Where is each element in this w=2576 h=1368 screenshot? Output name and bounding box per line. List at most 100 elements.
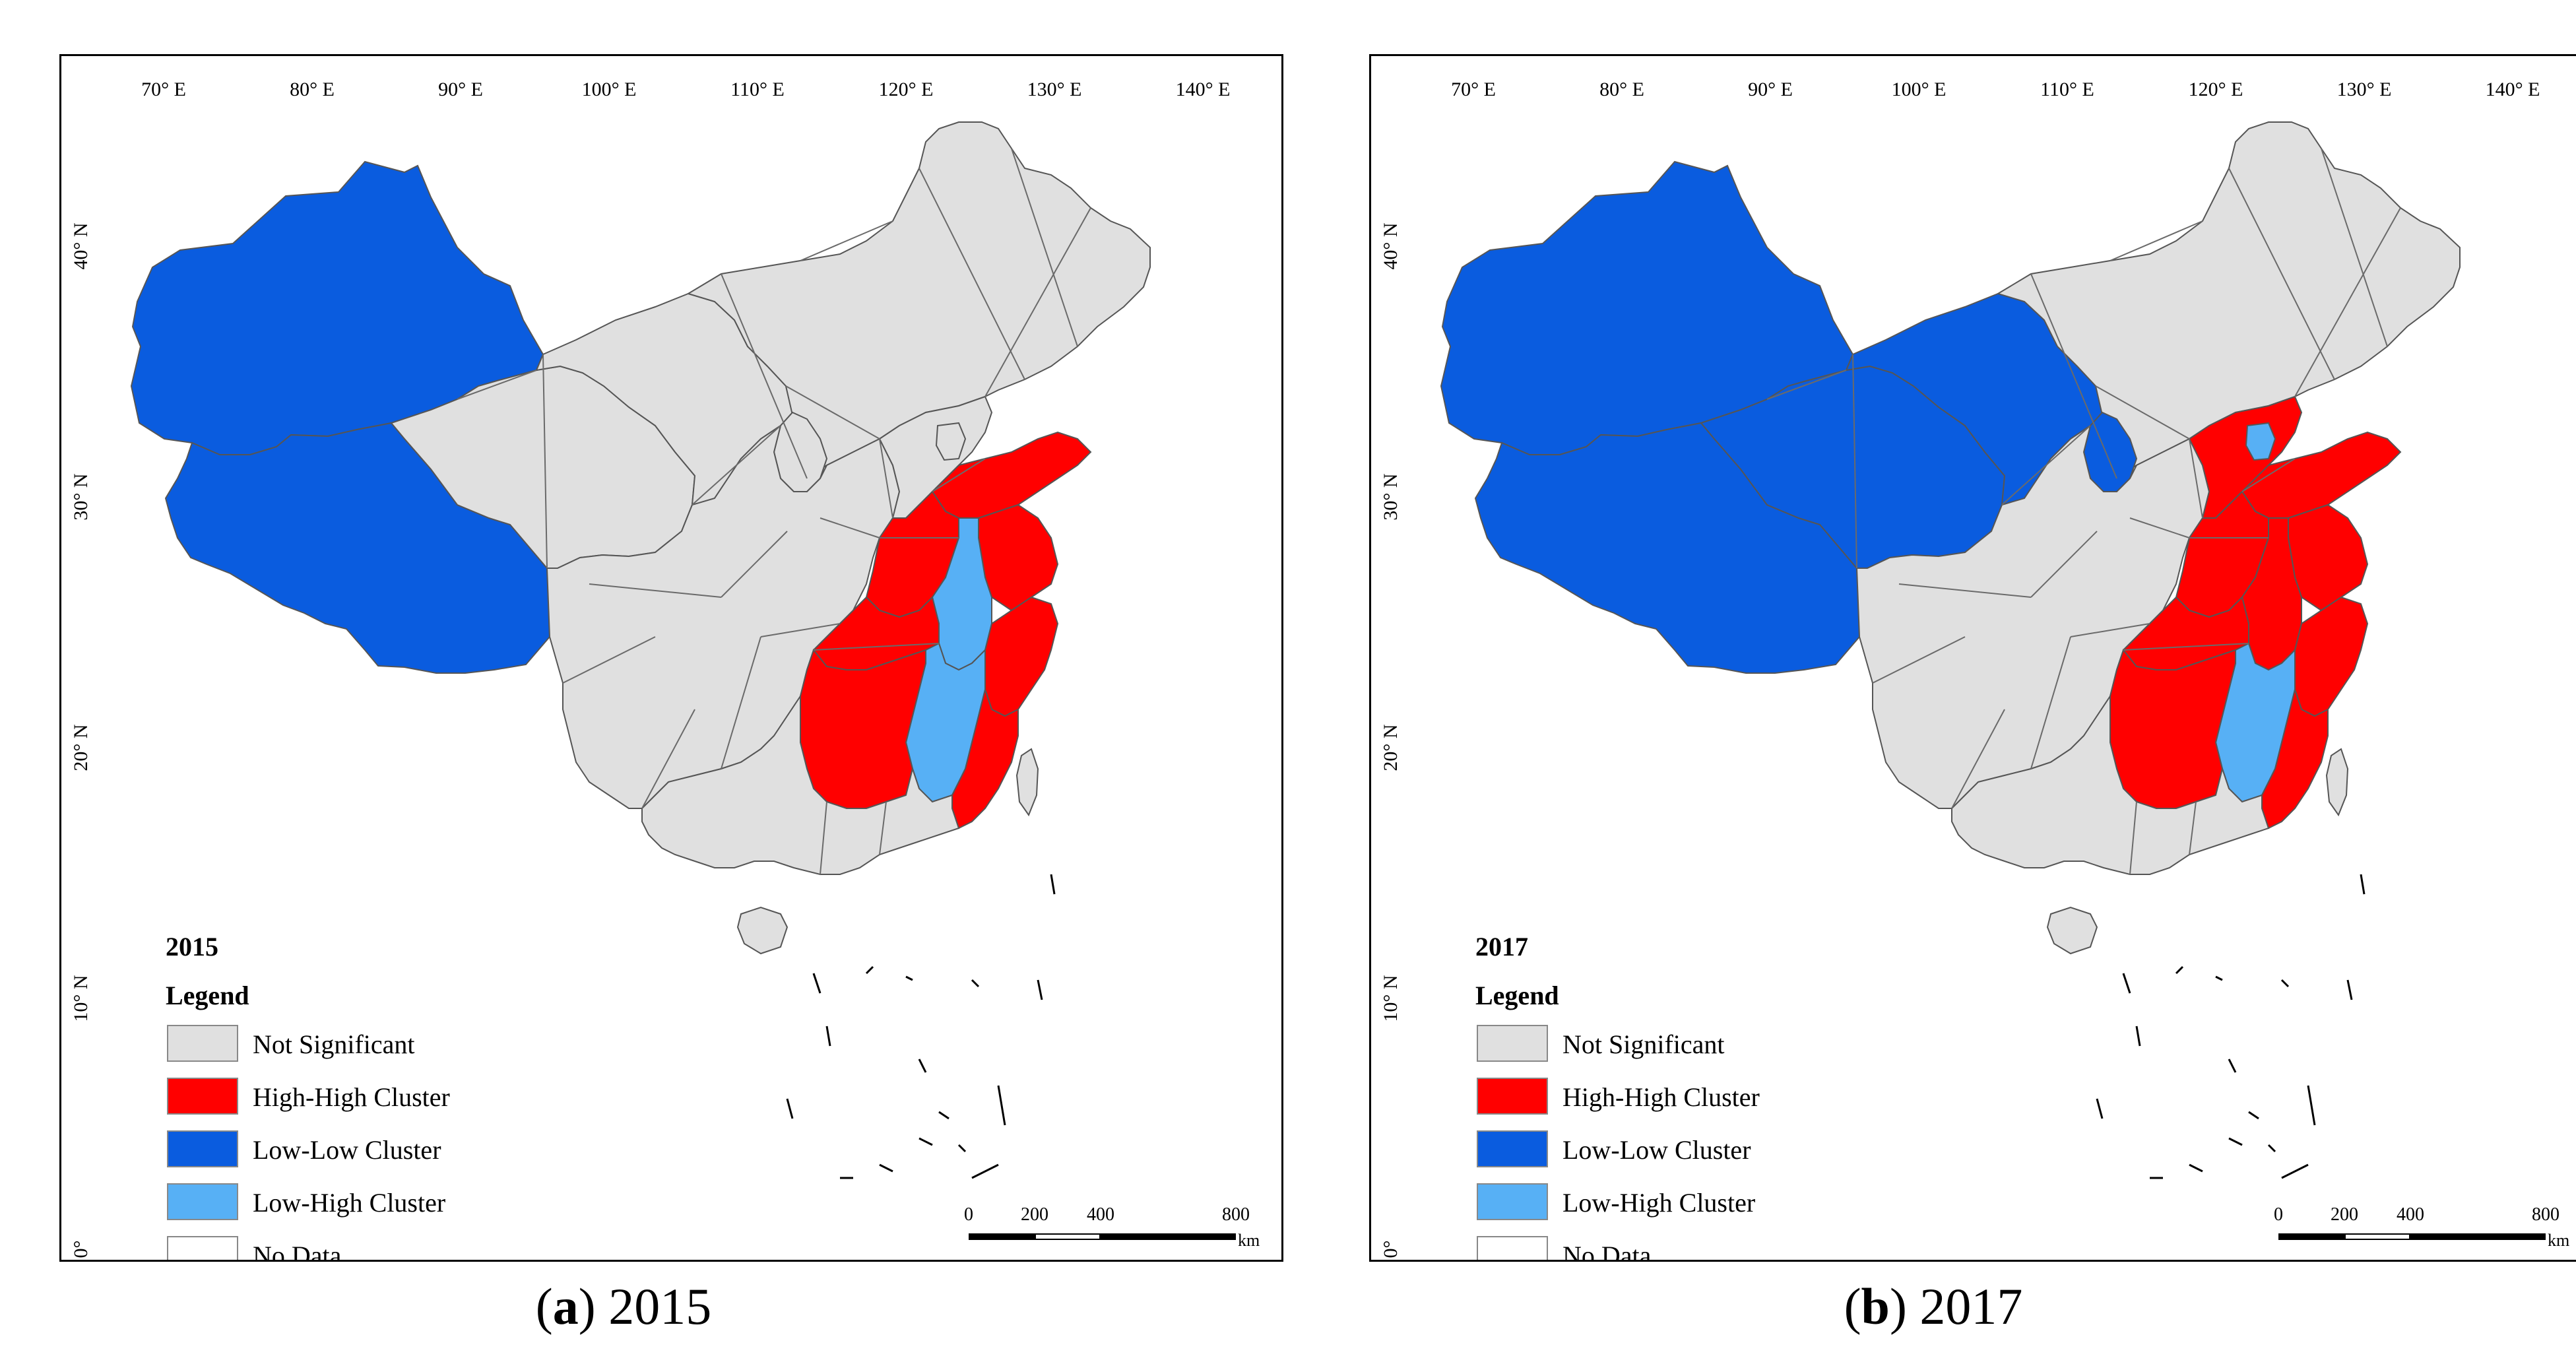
china-map-a [130, 121, 1151, 1179]
province-border [2030, 636, 2071, 769]
scale-bar: 0 200 400 800 km [964, 1204, 1260, 1260]
caption-b: (b) 2017 [1844, 1278, 2023, 1335]
island-mark [2189, 1163, 2203, 1173]
province-border [2189, 801, 2197, 855]
region-not-sig [641, 694, 960, 875]
island-mark [971, 1163, 999, 1179]
region-not-sig [1951, 694, 2270, 875]
latitude-tick: 40° N [70, 222, 92, 270]
year-title: 2015 [166, 932, 218, 961]
island-mark [2281, 1163, 2309, 1179]
island-mark [2228, 1059, 2237, 1073]
region-west-tibet [164, 422, 551, 674]
province-border [2129, 517, 2190, 538]
region-hunan [2109, 648, 2236, 809]
latitude-tick: 40° N [1380, 222, 1401, 270]
province-border [2129, 801, 2137, 875]
latitude-tick: 20° N [1380, 724, 1401, 771]
legend-label: No Data [1562, 1241, 1652, 1262]
legend-swatch [167, 1025, 238, 1062]
province-border [721, 636, 761, 769]
region-zhejiang [984, 596, 1059, 717]
legend-swatch [1477, 1236, 1548, 1260]
latitude-tick: 10° N [1380, 975, 1401, 1022]
province-border [1898, 583, 2032, 598]
china-map-b [1440, 121, 2461, 1179]
island-mark [938, 1111, 950, 1120]
longitude-tick: 90° E [438, 79, 483, 100]
province-border [2294, 207, 2401, 397]
scale-segment [1101, 1233, 1236, 1240]
latitude-tick: 30° N [1380, 473, 1401, 521]
province-border [2095, 385, 2190, 440]
region-hunan [800, 648, 926, 809]
province-border [760, 623, 841, 637]
scale-segment [969, 1233, 1035, 1240]
province-border [820, 517, 880, 538]
island-mark [2228, 1137, 2243, 1146]
province-border [2321, 148, 2388, 347]
province-border [2001, 425, 2091, 505]
island-mark [1037, 979, 1043, 1000]
province-border [1011, 148, 1078, 347]
province-border [2070, 623, 2150, 637]
province-border [2109, 220, 2203, 261]
year-title: 2017 [1475, 932, 1528, 961]
province-border [1852, 354, 1857, 569]
province-border [2189, 438, 2203, 519]
island-mark [918, 1059, 927, 1073]
region-west-tibet [1474, 422, 1861, 674]
region-zhejiang [2294, 596, 2369, 717]
scale-bar: 0 200 400 800 km [2274, 1204, 2569, 1260]
province-border [785, 385, 880, 440]
legend-title: Legend [1475, 981, 1559, 1010]
scale-label: 800 [1222, 1204, 1250, 1225]
province-border [800, 220, 893, 261]
caption-b-year: 2017 [1919, 1278, 2023, 1335]
province-border [984, 207, 1091, 397]
longitude-tick: 120° E [878, 79, 934, 100]
province-border [1872, 636, 1966, 684]
province-border [1766, 370, 1847, 400]
longitude-tick: 140° E [1175, 79, 1231, 100]
longitude-tick: 110° E [730, 79, 785, 100]
longitude-tick: 100° E [1891, 79, 1947, 100]
longitude-tick: 140° E [2485, 79, 2540, 100]
island-mark [2248, 1111, 2259, 1120]
province-border [879, 438, 893, 519]
longitude-tick: 90° E [1748, 79, 1793, 100]
island-mark [1050, 874, 1056, 895]
province-border [2228, 168, 2335, 380]
region-not-sig [736, 906, 789, 955]
longitude-tick: 70° E [141, 79, 186, 100]
island-mark [905, 975, 913, 981]
province-border [721, 531, 788, 598]
latitude-tick: 20° N [70, 724, 92, 771]
scale-segment [2344, 1233, 2410, 1240]
province-border [918, 168, 1025, 380]
scale-label: 800 [2532, 1204, 2560, 1225]
island-mark [971, 979, 980, 988]
province-border [2241, 458, 2296, 492]
province-border [692, 425, 781, 505]
province-border [542, 354, 548, 569]
longitude-tick: 80° E [1599, 79, 1644, 100]
scale-unit: km [2548, 1231, 2570, 1250]
legend-swatch [1477, 1130, 1548, 1167]
island-mark [2346, 979, 2353, 1000]
province-border [820, 801, 827, 875]
region-not-sig [1015, 748, 1039, 817]
legend-swatch [167, 1183, 238, 1220]
latitude-tick: 0° [1380, 1240, 1401, 1258]
island-mark [2175, 965, 2184, 975]
longitude-tick: 70° E [1451, 79, 1496, 100]
island-mark [812, 973, 821, 994]
island-mark [2215, 975, 2223, 981]
island-mark [825, 1026, 831, 1047]
longitude-tick: 80° E [290, 79, 335, 100]
scale-label: 0 [964, 1204, 973, 1225]
legend-swatch [1477, 1183, 1548, 1220]
legend-swatch [167, 1130, 238, 1167]
legend-label: Low-High Cluster [253, 1188, 446, 1218]
legend-swatch [167, 1236, 238, 1260]
